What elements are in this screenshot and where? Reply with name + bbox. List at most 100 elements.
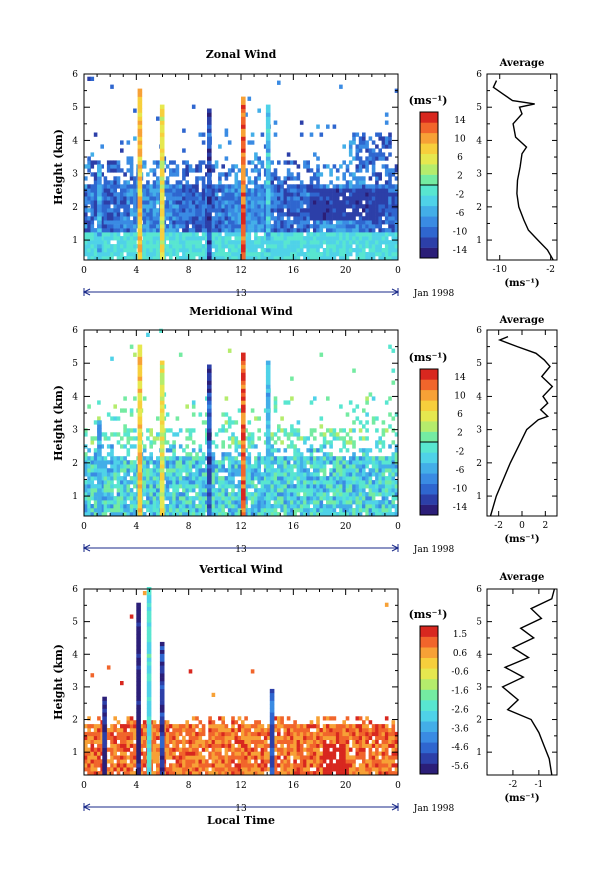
- heatmap-cell: [313, 476, 317, 481]
- heatmap-cell: [126, 220, 131, 225]
- heatmap-cell: [191, 496, 196, 501]
- heatmap-cell: [250, 472, 255, 477]
- heatmap-cell: [352, 476, 356, 481]
- heatmap-cell: [371, 468, 376, 473]
- heatmap-cell: [172, 168, 176, 173]
- heatmap-cell: [221, 192, 225, 197]
- heatmap-cell: [142, 476, 147, 481]
- heatmap-cell: [283, 176, 288, 181]
- heatmap-cell: [113, 252, 117, 257]
- heatmap-cell: [156, 480, 160, 485]
- heatmap-cell: [116, 504, 121, 509]
- heatmap-spike-cell: [137, 216, 143, 221]
- heatmap-cell: [178, 180, 183, 185]
- heatmap-spike-cell: [241, 492, 246, 497]
- heatmap-cell: [322, 184, 327, 189]
- heatmap-cell: [371, 200, 376, 205]
- heatmap-cell: [90, 76, 95, 81]
- heatmap-spike-cell: [241, 212, 246, 217]
- heatmap-cell: [182, 751, 186, 756]
- heatmap-cell: [234, 232, 239, 237]
- heatmap-spike-cell: [241, 220, 246, 225]
- heatmap-cell: [205, 236, 209, 241]
- y-tick-label: 6: [72, 70, 78, 80]
- heatmap-cell: [116, 731, 121, 737]
- heatmap-cell: [257, 500, 261, 505]
- heatmap-cell: [234, 256, 239, 261]
- heatmap-cell: [260, 192, 265, 197]
- heatmap-cell: [326, 248, 330, 253]
- heatmap-cell: [329, 472, 333, 477]
- heatmap-cell: [290, 428, 294, 433]
- heatmap-cell: [375, 456, 379, 461]
- heatmap-cell: [116, 456, 121, 461]
- heatmap-cell: [263, 204, 268, 209]
- heatmap-cell: [270, 216, 274, 221]
- heatmap-cell: [221, 464, 225, 469]
- heatmap-cell: [257, 216, 261, 221]
- heatmap-cell: [84, 747, 88, 752]
- heatmap-spike-cell: [207, 212, 212, 217]
- heatmap-cell: [172, 468, 176, 473]
- heatmap-cell: [146, 468, 150, 473]
- heatmap-cell: [129, 488, 134, 493]
- heatmap-cell: [169, 256, 173, 261]
- heatmap-cell: [355, 164, 360, 169]
- heatmap-spike-cell: [265, 176, 271, 181]
- heatmap-cell: [152, 735, 157, 740]
- heatmap-cell: [227, 456, 232, 461]
- heatmap-cell: [156, 232, 160, 237]
- heatmap-cell: [250, 408, 255, 413]
- heatmap-cell: [381, 512, 386, 517]
- heatmap-cell: [319, 456, 324, 461]
- heatmap-cell: [169, 168, 173, 173]
- heatmap-cell: [368, 136, 373, 141]
- heatmap-cell: [293, 252, 297, 257]
- heatmap-cell: [182, 240, 186, 245]
- heatmap-cell: [244, 492, 248, 497]
- heatmap-cell: [365, 224, 369, 229]
- heatmap-cell: [123, 428, 127, 433]
- heatmap-cell: [214, 492, 219, 497]
- heatmap-spike-cell: [137, 196, 143, 201]
- heatmap-cell: [362, 456, 366, 461]
- heatmap-cell: [378, 236, 382, 241]
- heatmap-cell: [394, 248, 399, 253]
- heatmap-cell: [198, 168, 203, 173]
- heatmap-cell: [211, 232, 216, 237]
- heatmap-cell: [129, 252, 134, 257]
- heatmap-cell: [244, 112, 248, 117]
- heatmap-cell: [257, 456, 261, 461]
- heatmap-cell: [126, 432, 131, 437]
- heatmap-cell: [221, 200, 225, 205]
- heatmap-cell: [237, 248, 242, 253]
- heatmap-cell: [172, 192, 176, 197]
- heatmap-cell: [283, 200, 288, 205]
- heatmap-cell: [322, 480, 327, 485]
- heatmap-cell: [156, 468, 160, 473]
- heatmap-cell: [165, 504, 170, 509]
- heatmap-spike-cell: [241, 416, 246, 421]
- heatmap-cell: [221, 412, 225, 417]
- heatmap-cell: [388, 204, 392, 209]
- heatmap-cell: [299, 120, 304, 125]
- colorbar-swatch: [420, 132, 438, 144]
- heatmap-cell: [250, 480, 255, 485]
- heatmap-cell: [277, 240, 281, 245]
- heatmap-cell: [106, 192, 111, 197]
- heatmap-cell: [129, 739, 134, 744]
- heatmap-cell: [188, 204, 193, 209]
- heatmap-cell: [231, 432, 235, 437]
- x-tick-label: 16: [288, 266, 300, 276]
- heatmap-cell: [270, 512, 274, 517]
- heatmap-cell: [358, 436, 363, 441]
- heatmap-cell: [175, 512, 180, 517]
- heatmap-cell: [231, 224, 235, 229]
- heatmap-cell: [182, 496, 186, 501]
- heatmap-cells: [84, 76, 399, 261]
- heatmap-cell: [322, 444, 327, 449]
- heatmap-cell: [152, 724, 157, 729]
- heatmap-cell: [129, 464, 134, 469]
- heatmap-cell: [129, 468, 134, 473]
- heatmap-cell: [283, 448, 288, 453]
